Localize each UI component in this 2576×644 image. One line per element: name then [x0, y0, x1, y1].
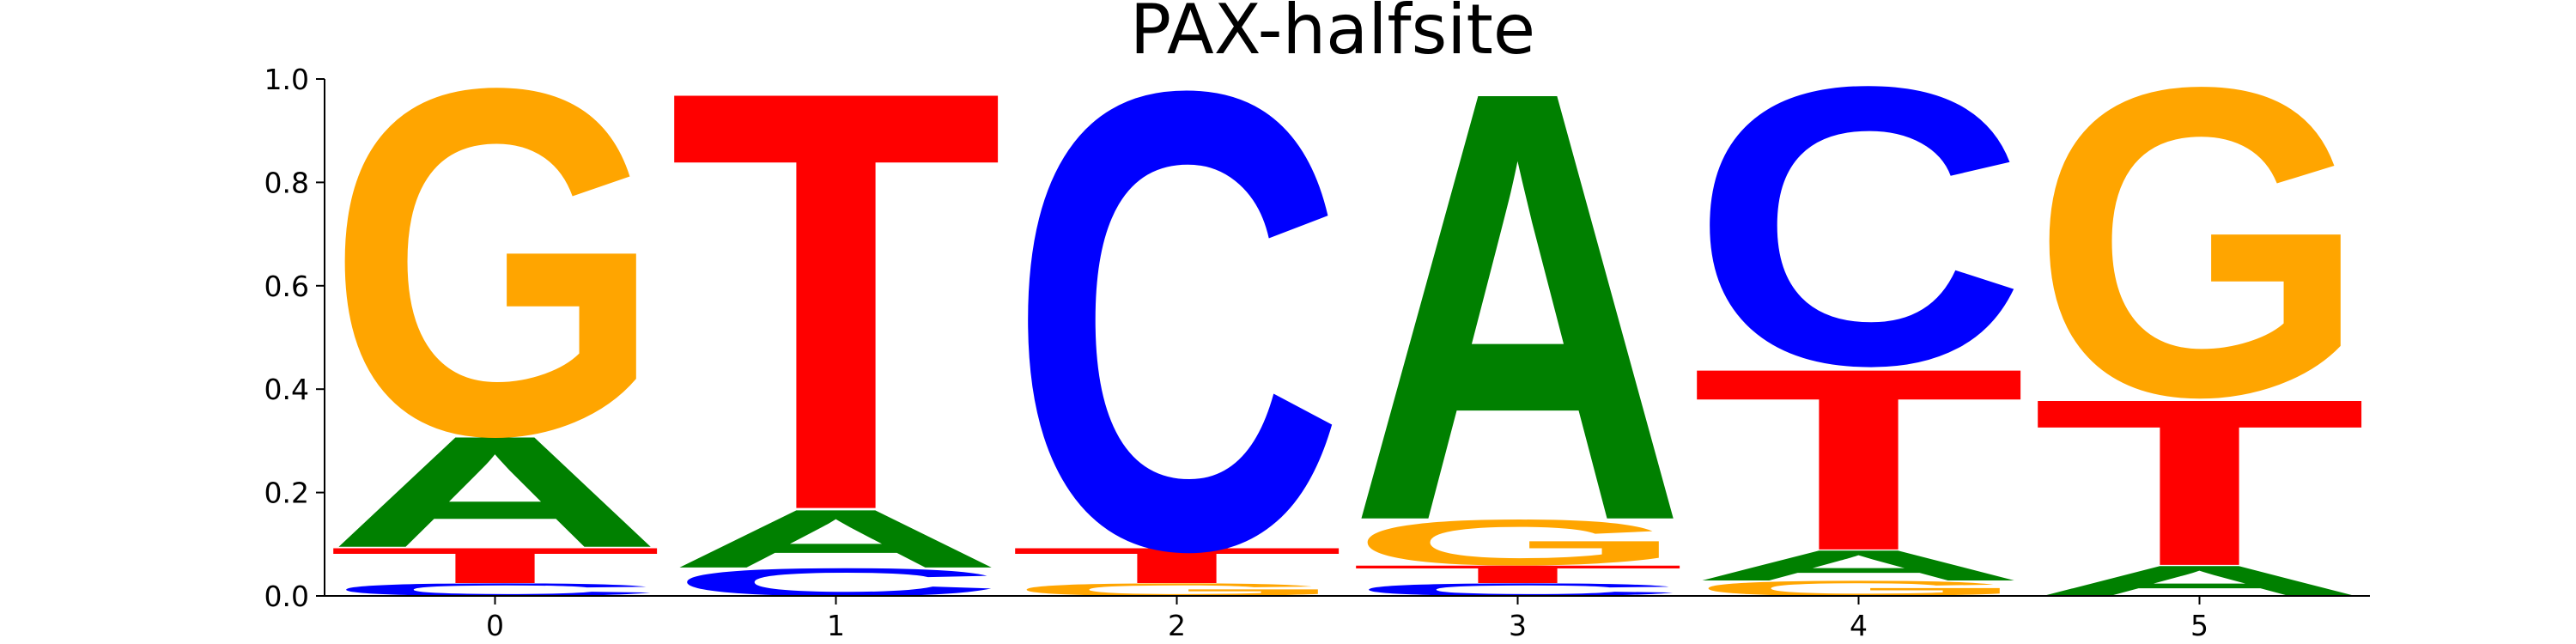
- logo-letter-T-pos4: T: [1691, 315, 2026, 605]
- logo-letter-T-pos1: T: [668, 0, 1004, 635]
- x-tick-label: 2: [1168, 609, 1186, 642]
- x-tick-label: 0: [486, 609, 504, 642]
- x-tick-label: 1: [827, 609, 845, 642]
- y-tick-label: 1.0: [264, 63, 309, 96]
- x-tick-label: 5: [2190, 609, 2208, 642]
- logo-letter-A-pos1: A: [668, 493, 1004, 586]
- y-tick-label: 0.2: [264, 477, 309, 510]
- y-tick-label: 0.0: [264, 580, 309, 613]
- logo-letter-T-pos5: T: [2032, 349, 2367, 615]
- logo-letter-T-pos2: T: [1009, 538, 1345, 594]
- logo-letter-T-pos0: T: [327, 538, 663, 594]
- logo-letter-G-pos0: G: [327, 0, 663, 538]
- logo-letter-C-pos4: C: [1691, 3, 2026, 447]
- logo-letter-A-pos4: A: [1691, 541, 2026, 589]
- logo-letter-A-pos0: A: [327, 403, 663, 580]
- axes: 0.0 0.2 0.4 0.6 0.8 1.0 0 1 2 3 4 5: [264, 63, 2370, 642]
- logo-letter-G-pos2: G: [1009, 580, 1345, 599]
- x-tick-label: 4: [1850, 609, 1868, 642]
- logo-letter-G-pos5: G: [2032, 0, 2367, 488]
- y-tick-label: 0.4: [264, 373, 309, 406]
- logo-letter-C-pos2: C: [1009, 0, 1345, 644]
- logo-letter-T-pos3: T: [1350, 560, 1686, 588]
- logo-letter-C-pos0: C: [327, 580, 663, 599]
- logo-letter-A-pos3: A: [1350, 0, 1686, 644]
- logo-letter-C-pos3: C: [1350, 580, 1686, 599]
- chart-title: PAX-halfsite: [1130, 0, 1535, 70]
- x-tick-label: 3: [1509, 609, 1527, 642]
- y-tick-label: 0.8: [264, 166, 309, 199]
- y-tick-label: 0.6: [264, 270, 309, 303]
- logo-letter-G-pos3: G: [1350, 507, 1686, 579]
